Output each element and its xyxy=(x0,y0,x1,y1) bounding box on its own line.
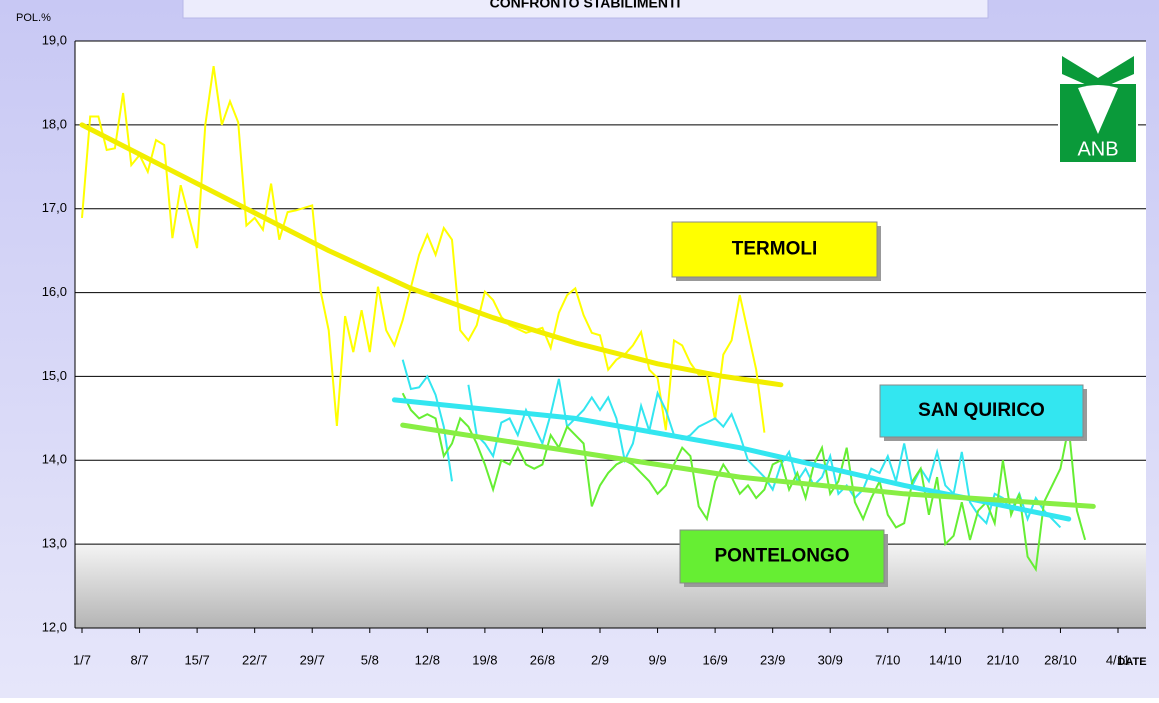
x-tick-label: 16/9 xyxy=(702,652,727,667)
y-axis-label: POL.% xyxy=(16,12,51,24)
legend-label: SAN QUIRICO xyxy=(918,400,1045,421)
x-axis-label: DATE xyxy=(1117,656,1146,668)
x-tick-label: 28/10 xyxy=(1044,652,1077,667)
y-tick-label: 12,0 xyxy=(42,619,67,634)
x-tick-label: 14/10 xyxy=(929,652,962,667)
y-tick-label: 19,0 xyxy=(42,32,67,47)
plot-area xyxy=(75,41,1146,628)
logo-leaves xyxy=(1062,56,1134,90)
legend-box xyxy=(679,529,885,584)
x-tick-label: 23/9 xyxy=(760,652,785,667)
y-tick-label: 18,0 xyxy=(42,116,67,131)
x-tick-label: 2/9 xyxy=(591,652,609,667)
y-tick-label: 14,0 xyxy=(42,452,67,467)
x-tick-label: 29/7 xyxy=(300,652,325,667)
x-tick-label: 9/9 xyxy=(649,652,667,667)
x-tick-label: 30/9 xyxy=(818,652,843,667)
series-line xyxy=(401,392,1087,573)
shade-band xyxy=(75,544,1146,628)
x-tick-label: 26/8 xyxy=(530,652,555,667)
logo-root xyxy=(1078,85,1118,134)
x-tick-label: 15/7 xyxy=(184,652,209,667)
x-tick-label: 12/8 xyxy=(415,652,440,667)
x-tick-label: 22/7 xyxy=(242,652,267,667)
y-tick-label: 13,0 xyxy=(42,536,67,551)
legend-box xyxy=(671,221,878,278)
legend-label: TERMOLI xyxy=(732,239,818,260)
title-box xyxy=(182,0,989,19)
logo-text: ANB xyxy=(1077,138,1118,160)
series-line xyxy=(81,66,766,433)
x-tick-label: 1/7 xyxy=(73,652,91,667)
legend-box xyxy=(879,384,1084,438)
y-tick-label: 17,0 xyxy=(42,200,67,215)
x-tick-label: 7/10 xyxy=(875,652,900,667)
chart-title: CONFRONTO STABILIMENTI xyxy=(490,0,681,11)
y-tick-label: 15,0 xyxy=(42,368,67,383)
legend-label: PONTELONGO xyxy=(714,546,849,567)
x-tick-label: 21/10 xyxy=(987,652,1020,667)
x-tick-label: 5/8 xyxy=(361,652,379,667)
x-tick-label: 4/11 xyxy=(1106,652,1130,667)
x-tick-label: 19/8 xyxy=(472,652,497,667)
y-tick-label: 16,0 xyxy=(42,284,67,299)
trend-line xyxy=(400,422,1096,509)
x-tick-label: 8/7 xyxy=(131,652,149,667)
trend-line xyxy=(79,122,784,388)
